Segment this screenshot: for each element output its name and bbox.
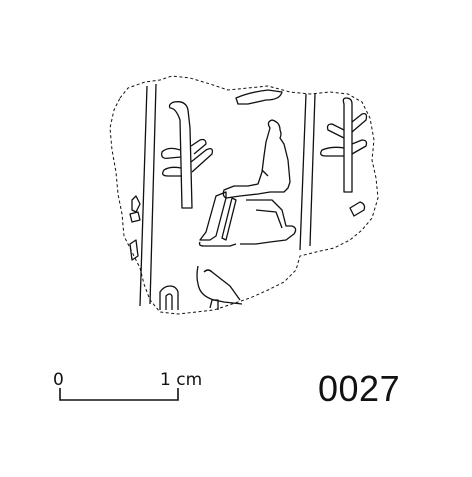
scale-bar-start-label: 0 <box>53 370 64 390</box>
column-line-right-b <box>309 93 316 247</box>
partial-signs <box>129 89 366 310</box>
reed-sign-left <box>161 101 214 209</box>
scale-bar <box>59 388 179 401</box>
reed-sign-right <box>320 97 368 193</box>
column-line-right-a <box>299 93 307 251</box>
catalog-number: 0027 <box>318 368 401 409</box>
column-line-left-a <box>139 85 148 307</box>
column-line-left-b <box>149 83 157 305</box>
seated-figure <box>222 119 291 199</box>
scale-bar-line <box>59 388 179 401</box>
chair <box>198 191 297 247</box>
scale-bar-end-label: 1 cm <box>160 370 203 390</box>
